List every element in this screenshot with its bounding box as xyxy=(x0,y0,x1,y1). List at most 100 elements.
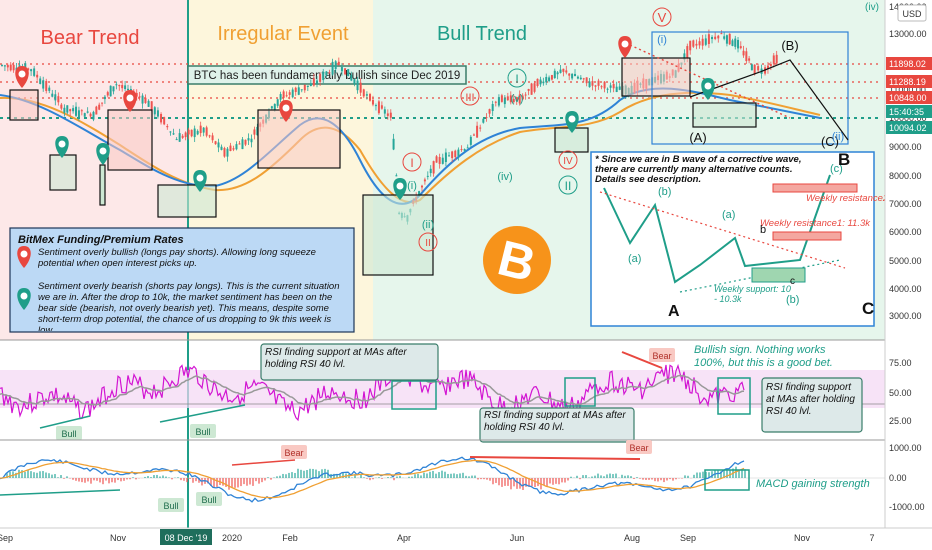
top-right-wave-label: (iv) xyxy=(865,2,879,13)
macd-hist-bar xyxy=(291,472,293,478)
macd-hist-bar xyxy=(333,473,335,478)
candle-body xyxy=(291,89,294,98)
candle-body xyxy=(344,68,347,75)
macd-hist-bar xyxy=(225,478,227,487)
macd-hist-bar xyxy=(180,478,182,481)
macd-hist-bar xyxy=(681,478,683,479)
candle-body xyxy=(757,66,760,71)
candle-body xyxy=(229,145,232,152)
rsi-bull-badge-2: Bull xyxy=(195,427,210,437)
wave-label-i2: (i) xyxy=(407,180,417,192)
candle-body xyxy=(497,97,500,106)
macd-hist-bar xyxy=(411,476,413,478)
candle-body xyxy=(359,82,362,93)
candle-body xyxy=(315,80,318,84)
macd-hist-bar xyxy=(591,476,593,478)
price-badge-bg xyxy=(886,105,932,118)
candle-body xyxy=(720,33,723,35)
candle-body xyxy=(138,96,141,98)
price-tick-label: 11000.00 xyxy=(889,85,926,95)
region-title-irregular: Irregular Event xyxy=(217,23,349,45)
rsi-bullish-note: Bullish sign. Nothing works 100%, but th… xyxy=(694,344,833,369)
candle-body xyxy=(548,77,551,82)
candle-body xyxy=(208,135,211,137)
candle-body xyxy=(244,139,247,145)
macd-hist-bar xyxy=(426,473,428,478)
price-axis[interactable]: 14000.0013000.0012000.0011000.0010000.00… xyxy=(884,0,932,528)
candle-body xyxy=(57,96,60,103)
inset-label-c: (c) xyxy=(830,163,843,175)
price-badge-bg xyxy=(886,91,932,104)
macd-hist-bar xyxy=(675,478,677,480)
candle-body xyxy=(701,38,704,46)
candle-body xyxy=(429,168,432,174)
macd-hist-bar xyxy=(462,472,464,478)
macd-hist-bar xyxy=(168,477,170,478)
candle-body xyxy=(66,105,69,113)
headline-note: BTC has been fundamentally bullish since… xyxy=(194,70,461,82)
inset-label-big-C: C xyxy=(862,299,874,318)
candle-body xyxy=(615,86,618,93)
inset-label-b: (b) xyxy=(658,186,671,198)
candle-body xyxy=(463,149,466,151)
candle-body xyxy=(205,127,208,136)
macd-hist-bar xyxy=(87,478,89,482)
time-tick-label: Sep xyxy=(0,533,13,543)
macd-hist-bar xyxy=(342,472,344,478)
candle-body xyxy=(591,81,594,86)
macd-hist-bar xyxy=(585,475,587,478)
macd-hist-bar xyxy=(471,475,473,478)
candle-body xyxy=(199,125,202,134)
inset-label-c-small: c xyxy=(790,276,795,287)
candle-body xyxy=(247,138,250,141)
macd-hist-bar xyxy=(435,473,437,478)
legend-bearish-text: Sentiment overly bearish (shorts pay lon… xyxy=(38,281,340,331)
candle-body xyxy=(235,144,238,150)
bull-zone-box-3 xyxy=(257,109,341,169)
macd-bull-badge-1: Bull xyxy=(163,501,178,511)
macd-hist-bar xyxy=(504,478,506,486)
macd-hist-bar xyxy=(444,471,446,478)
macd-hist-bar xyxy=(84,478,86,483)
macd-hist-bar xyxy=(54,474,56,478)
inset-label-b-small: b xyxy=(760,224,766,236)
candle-body xyxy=(423,179,426,182)
candle-body xyxy=(250,138,253,143)
macd-hist-bar xyxy=(450,473,452,478)
macd-hist-bar xyxy=(495,478,497,483)
candle-body xyxy=(285,95,288,97)
candle-body xyxy=(92,111,95,120)
macd-hist-bar xyxy=(387,477,389,478)
candle-body xyxy=(135,92,138,97)
macd-hist-bar xyxy=(378,477,380,478)
candle-body xyxy=(683,53,686,60)
candle-body xyxy=(550,75,553,80)
macd-hist-bar xyxy=(609,473,611,478)
candle-body xyxy=(418,191,421,196)
macd-hist-bar xyxy=(72,478,74,480)
candle-body xyxy=(717,35,720,39)
macd-hist-bar xyxy=(666,478,668,481)
macd-hist-bar xyxy=(549,478,551,484)
candle-body xyxy=(737,39,740,49)
candle-body xyxy=(253,129,256,135)
macd-hist-bar xyxy=(441,470,443,478)
rsi-tick-label: 75.00 xyxy=(889,358,912,368)
wave-label-II: II xyxy=(565,179,572,193)
candle-body xyxy=(769,63,772,67)
candle-body xyxy=(594,85,597,87)
time-tick-label: 2020 xyxy=(222,533,242,543)
macd-hist-bar xyxy=(99,478,101,483)
macd-hist-bar xyxy=(546,478,548,487)
macd-hist-bar xyxy=(93,478,95,481)
macd-hist-bar xyxy=(717,470,719,478)
candle-body xyxy=(438,157,441,164)
macd-hist-bar xyxy=(150,477,152,478)
macd-hist-bar xyxy=(339,474,341,478)
candle-body xyxy=(48,87,51,91)
macd-hist-bar xyxy=(510,478,512,490)
legend-bullish-text: Sentiment overly bullish (longs pay shor… xyxy=(38,247,316,269)
time-axis[interactable]: Sep Nov 08 Dec '19 2020 Feb Apr Jun Aug Sep Nov 7 xyxy=(0,527,932,545)
currency-button[interactable] xyxy=(897,4,927,22)
